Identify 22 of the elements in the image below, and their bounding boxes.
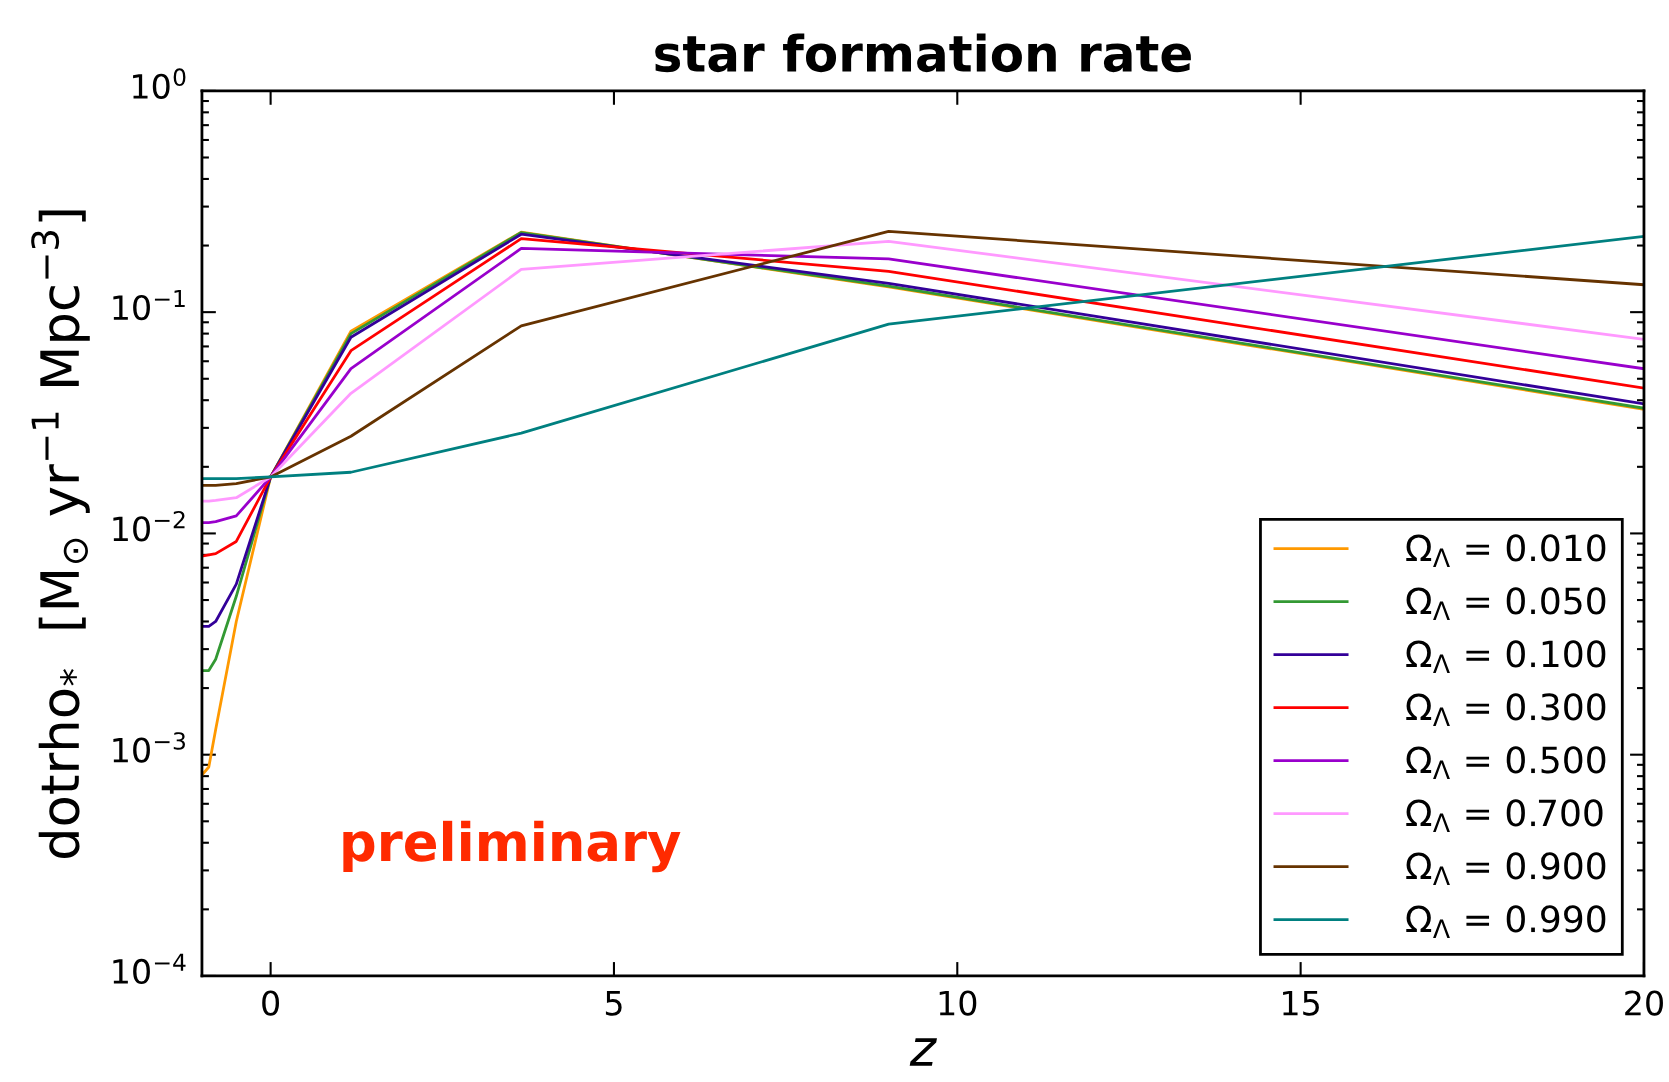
legend-label: Ω$_{Λ}$ = 0.990 — [1406, 905, 1606, 938]
x-tick-label: 20 — [1625, 990, 1663, 1016]
legend-label: Ω$_{Λ}$ = 0.010 — [1406, 534, 1606, 567]
legend-label: Ω$_{Λ}$ = 0.700 — [1406, 799, 1603, 832]
legend-label: Ω$_{Λ}$ = 0.300 — [1406, 693, 1606, 726]
y-tick-label: 10$^{0}$ — [133, 68, 186, 99]
x-tick-label: 5 — [605, 990, 622, 1016]
x-tick-label: 10 — [939, 990, 977, 1016]
chart-title: star formation rate — [655, 33, 1191, 73]
y-tick-label: 10$^{−3}$ — [113, 732, 185, 763]
legend-label: Ω$_{Λ}$ = 0.050 — [1406, 587, 1606, 620]
y-tick-label: 10$^{−2}$ — [113, 510, 185, 542]
legend-label: Ω$_{Λ}$ = 0.500 — [1406, 746, 1606, 779]
annotation: preliminary — [343, 820, 681, 873]
legend-label: Ω$_{Λ}$ = 0.900 — [1406, 852, 1606, 885]
x-axis-title: z — [909, 1038, 937, 1066]
text: dotrho$_{*}$ [M$_{⊙}$ yr$^{−1}$ Mpc$^{−3}$] — [31, 210, 90, 858]
y-tick-label: 10$^{−4}$ — [113, 953, 186, 985]
legend-label: Ω$_{Λ}$ = 0.100 — [1406, 640, 1606, 673]
y-tick-label: 10$^{−1}$ — [113, 289, 185, 321]
x-tick-label: 15 — [1283, 990, 1319, 1016]
x-tick-label: 0 — [262, 990, 280, 1016]
